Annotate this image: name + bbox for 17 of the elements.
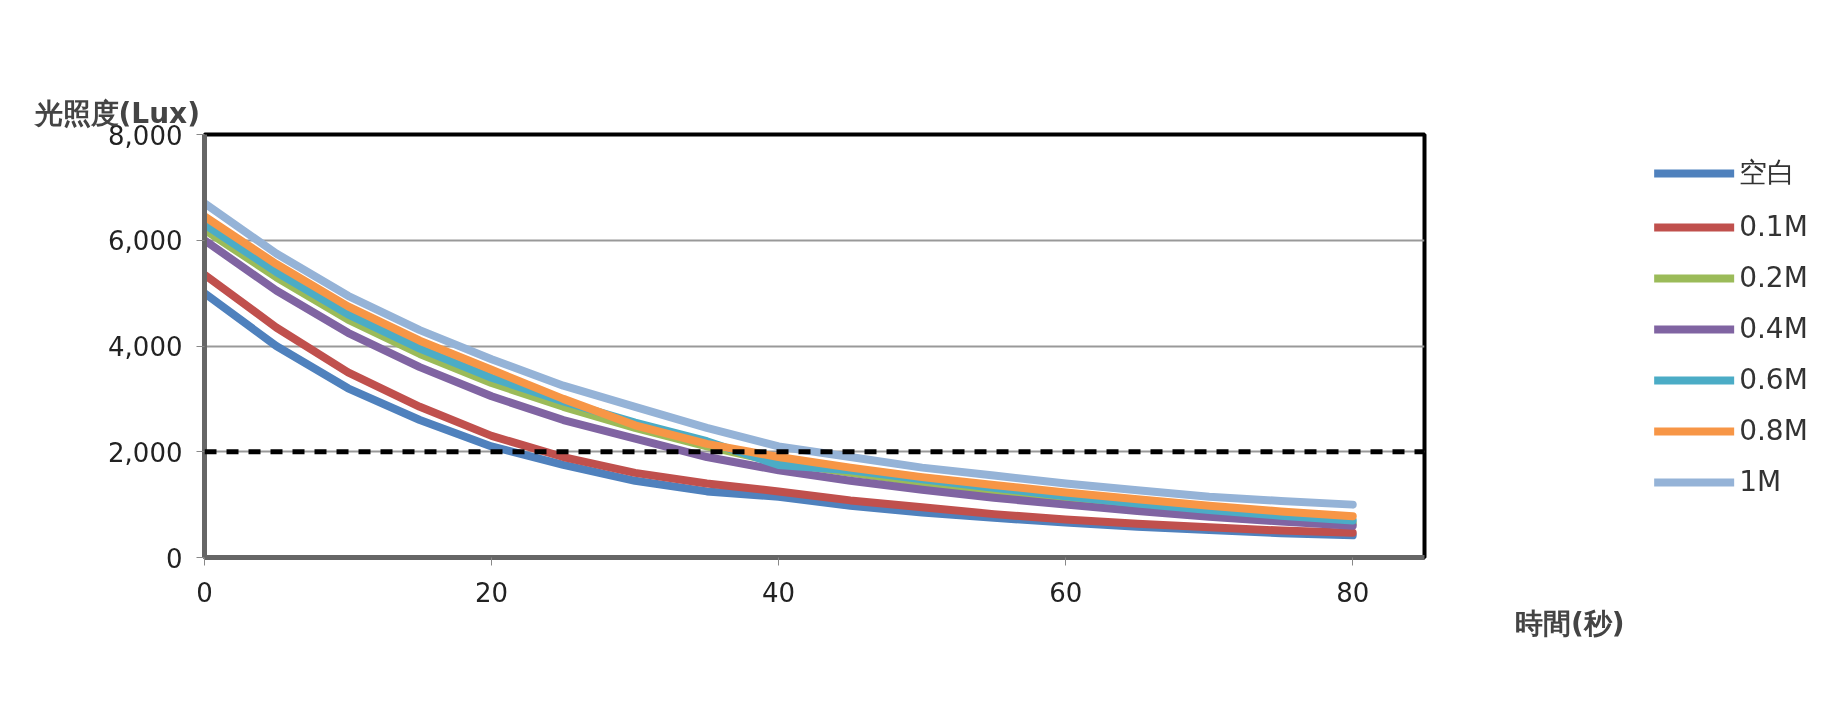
legend-label: 空白 <box>1739 155 1796 191</box>
x-tick-label: 0 <box>196 577 213 608</box>
legend-label: 0.2M <box>1739 261 1808 294</box>
legend-label: 0.6M <box>1739 363 1808 396</box>
x-tick-label: 20 <box>475 577 509 608</box>
legend-label: 1M <box>1739 465 1782 498</box>
y-tick-label: 4,000 <box>108 332 183 362</box>
y-tick-label: 2,000 <box>108 437 183 468</box>
y-tick-label: 0 <box>165 543 183 574</box>
x-tick-label: 40 <box>762 577 796 608</box>
legend-label: 0.8M <box>1739 414 1808 447</box>
x-axis-title: 時間(秒) <box>1514 606 1625 640</box>
legend-label: 0.1M <box>1739 210 1808 243</box>
x-tick-label: 60 <box>1049 577 1083 608</box>
y-tick-label: 6,000 <box>108 226 183 257</box>
x-tick-label: 80 <box>1336 577 1370 608</box>
legend-label: 0.4M <box>1739 312 1808 345</box>
